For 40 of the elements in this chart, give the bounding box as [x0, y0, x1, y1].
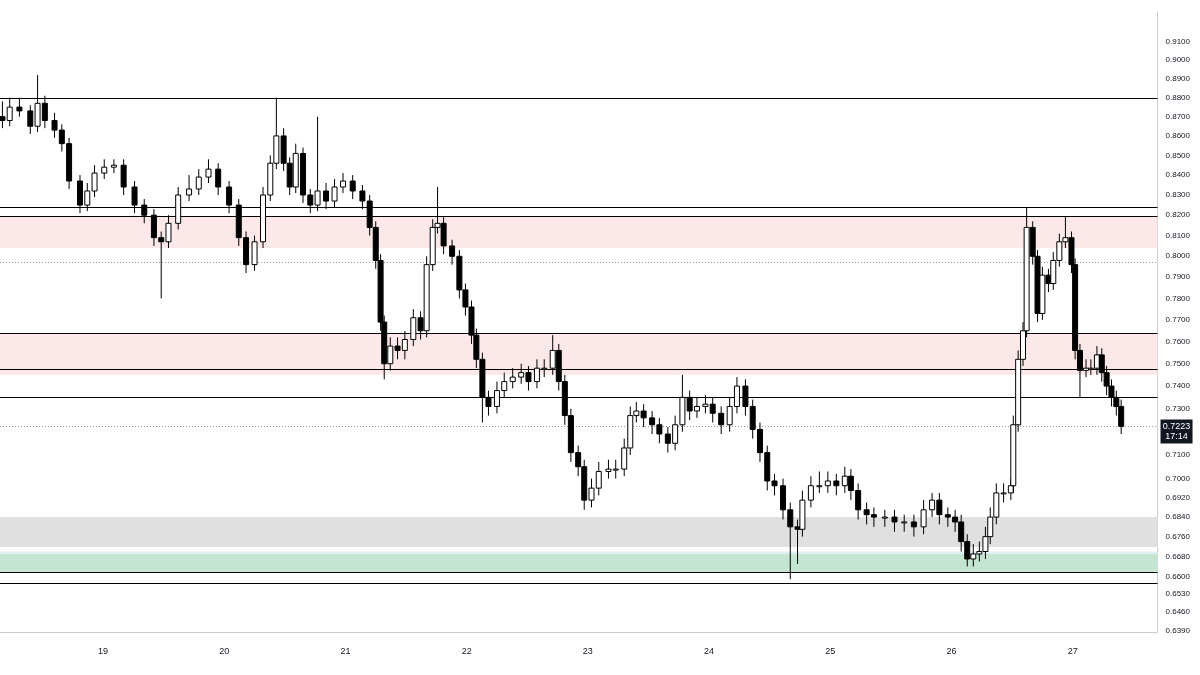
y-tick-label: 0.7100 [1165, 450, 1191, 460]
y-tick-label: 0.8900 [1165, 74, 1191, 84]
y-tick-label: 0.7600 [1165, 336, 1191, 346]
x-tick-label: 24 [704, 646, 715, 657]
y-tick-label: 0.7800 [1165, 293, 1191, 303]
y-tick-label: 0.7300 [1165, 403, 1191, 413]
x-tick-label: 22 [461, 646, 472, 657]
x-tick-label: 27 [1067, 646, 1078, 657]
y-tick-label: 0.8500 [1165, 150, 1191, 160]
y-tick-label: 0.6920 [1165, 492, 1191, 502]
y-tick-label: 0.6460 [1165, 607, 1191, 617]
y-tick-label: 0.7400 [1165, 381, 1191, 391]
y-tick-label: 0.6840 [1165, 512, 1191, 522]
y-tick-label: 0.8400 [1165, 170, 1191, 180]
y-tick-label: 0.8100 [1165, 230, 1191, 240]
x-tick-label: 21 [340, 646, 351, 657]
y-tick-label: 0.6600 [1165, 571, 1191, 581]
y-tick-label: 0.9000 [1165, 55, 1191, 65]
y-tick-label: 0.6680 [1165, 551, 1191, 561]
x-tick-label: 20 [219, 646, 230, 657]
y-tick-label: 0.8200 [1165, 210, 1191, 220]
y-tick-label: 0.8300 [1165, 190, 1191, 200]
y-tick-label: 0.7900 [1165, 272, 1191, 282]
y-tick-label: 0.8600 [1165, 131, 1191, 141]
text: 17:14 [1165, 430, 1188, 441]
ref-line-label: 0.7223 [1162, 420, 1191, 431]
x-tick-label: 19 [98, 646, 109, 657]
x-tick-label: 23 [582, 646, 593, 657]
y-tick-label: 0.6530 [1165, 589, 1191, 599]
y-tick-label: 0.8800 [1165, 92, 1191, 102]
x-tick-label: 25 [825, 646, 836, 657]
y-tick-label: 0.8700 [1165, 111, 1191, 121]
y-tick-label: 0.6760 [1165, 531, 1191, 541]
y-tick-label: 0.9100 [1165, 37, 1191, 47]
y-tick-label: 0.8000 [1165, 251, 1191, 261]
y-tick-label: 0.7500 [1165, 358, 1191, 368]
y-tick-label: 0.7000 [1165, 473, 1191, 483]
y-tick-label: 0.6390 [1165, 625, 1191, 635]
x-tick-label: 26 [946, 646, 957, 657]
y-tick-label: 0.7700 [1165, 315, 1191, 325]
